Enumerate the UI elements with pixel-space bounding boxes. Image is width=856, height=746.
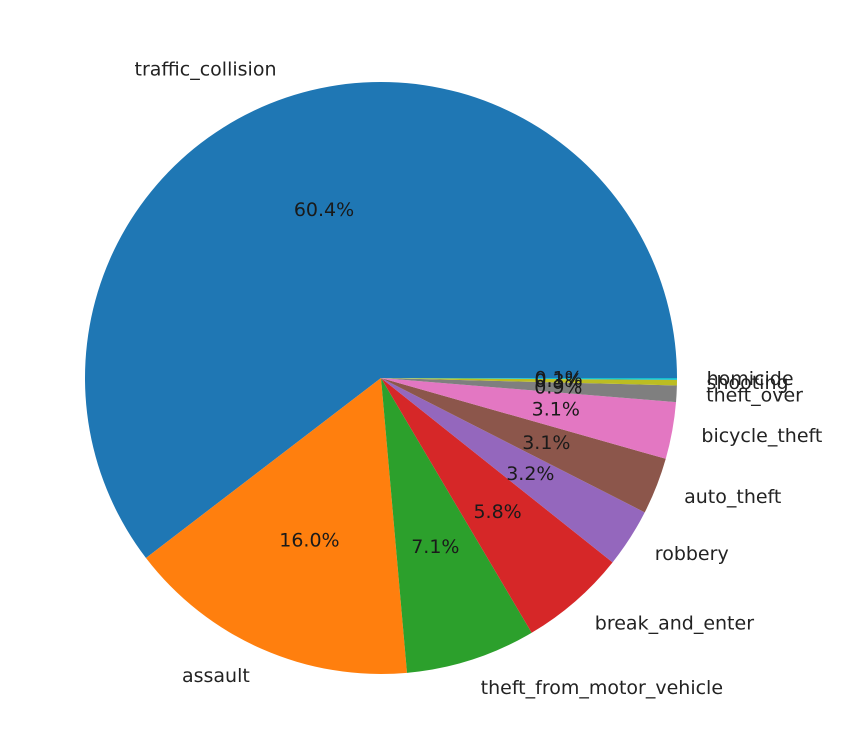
percent-label-break-and-enter: 5.8% — [473, 501, 521, 523]
slice-break-and-enter — [381, 378, 613, 633]
category-label-theft-from-motor-vehicle: theft_from_motor_vehicle — [481, 677, 723, 699]
category-label-homicide: homicide — [707, 368, 794, 390]
category-label-shooting: shooting — [707, 372, 789, 394]
percent-label-homicide: 0.1% — [534, 368, 582, 390]
category-label-break-and-enter: break_and_enter — [595, 613, 754, 635]
slice-auto-theft — [381, 378, 666, 513]
slice-robbery — [381, 378, 645, 563]
category-label-theft-over: theft_over — [706, 384, 803, 406]
percent-label-robbery: 3.2% — [506, 463, 554, 485]
percent-label-theft-over: 0.9% — [534, 376, 582, 398]
percent-label-assault: 16.0% — [279, 530, 339, 552]
slice-homicide — [381, 378, 677, 380]
slice-theft-over — [381, 378, 677, 403]
slice-theft-from-motor-vehicle — [381, 378, 532, 673]
category-label-traffic-collision: traffic_collision — [135, 59, 277, 81]
slice-traffic-collision — [85, 82, 678, 558]
percent-labels: 60.4%16.0% 7.1%5.8%3.2%3.1%3.1%0.9%0.3%0.… — [279, 199, 582, 558]
percent-label-traffic-collision: 60.4% — [294, 199, 354, 221]
percent-label-bicycle-theft: 3.1% — [532, 399, 580, 421]
slice-bicycle-theft — [381, 378, 677, 459]
slice-assault — [145, 378, 408, 674]
pie-slices — [85, 82, 678, 674]
percent-label-auto-theft: 3.1% — [522, 432, 570, 454]
category-label-bicycle-theft: bicycle_theft — [701, 425, 822, 447]
percent-label-theft-from-motor-vehicle: 7.1% — [411, 536, 459, 558]
percent-label-shooting: 0.3% — [534, 370, 582, 392]
slice-shooting — [381, 378, 677, 386]
category-label-robbery: robbery — [655, 543, 729, 565]
category-label-assault: assault — [182, 665, 250, 687]
category-label-auto-theft: auto_theft — [684, 486, 781, 508]
